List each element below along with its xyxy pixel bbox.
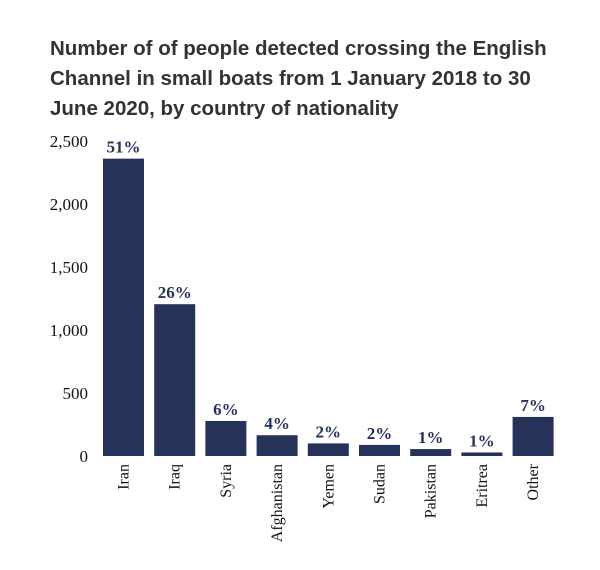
bar: [205, 420, 247, 456]
x-tick-label: Pakistan: [423, 464, 440, 518]
y-tick-label: 1,500: [50, 258, 88, 277]
y-tick-label: 2,500: [50, 132, 88, 151]
data-label: 51%: [107, 138, 141, 157]
y-tick-label: 500: [63, 384, 89, 403]
data-label: 2%: [316, 422, 342, 441]
data-label: 7%: [520, 396, 546, 415]
x-tick-label: Other: [525, 463, 542, 500]
bars: [103, 158, 554, 456]
x-axis: Iran Iraq Syria Afghanistan Yemen Sudan Pakist…: [116, 463, 543, 542]
data-label: 1%: [418, 428, 444, 447]
y-tick-label: 0: [80, 447, 89, 466]
data-label: 6%: [213, 400, 239, 419]
x-tick-label: Eritrea: [474, 464, 491, 508]
bar: [512, 416, 554, 456]
bar: [307, 443, 349, 456]
x-tick-label: Yemen: [320, 464, 337, 509]
y-axis: 0 500 1,000 1,500 2,000 2,500: [50, 132, 88, 466]
x-tick-label: Sudan: [372, 464, 389, 504]
chart-title: Number of of people detected crossing th…: [50, 37, 547, 120]
data-labels: 51% 26% 6% 4% 2% 2% 1% 1% 7%: [107, 138, 546, 451]
y-tick-label: 2,000: [50, 195, 88, 214]
x-tick-label: Syria: [218, 464, 235, 498]
bar: [103, 158, 144, 456]
bar: [359, 444, 400, 456]
bar: [461, 452, 503, 456]
data-label: 2%: [367, 424, 393, 443]
bar: [256, 435, 298, 456]
bar: [410, 449, 452, 456]
data-label: 26%: [158, 283, 192, 302]
bar: [154, 304, 196, 456]
y-tick-label: 1,000: [50, 321, 88, 340]
data-label: 4%: [264, 414, 290, 433]
data-label: 1%: [469, 431, 495, 450]
x-tick-label: Iran: [116, 464, 133, 490]
x-tick-label: Iraq: [167, 464, 184, 490]
x-tick-label: Afghanistan: [269, 464, 286, 542]
